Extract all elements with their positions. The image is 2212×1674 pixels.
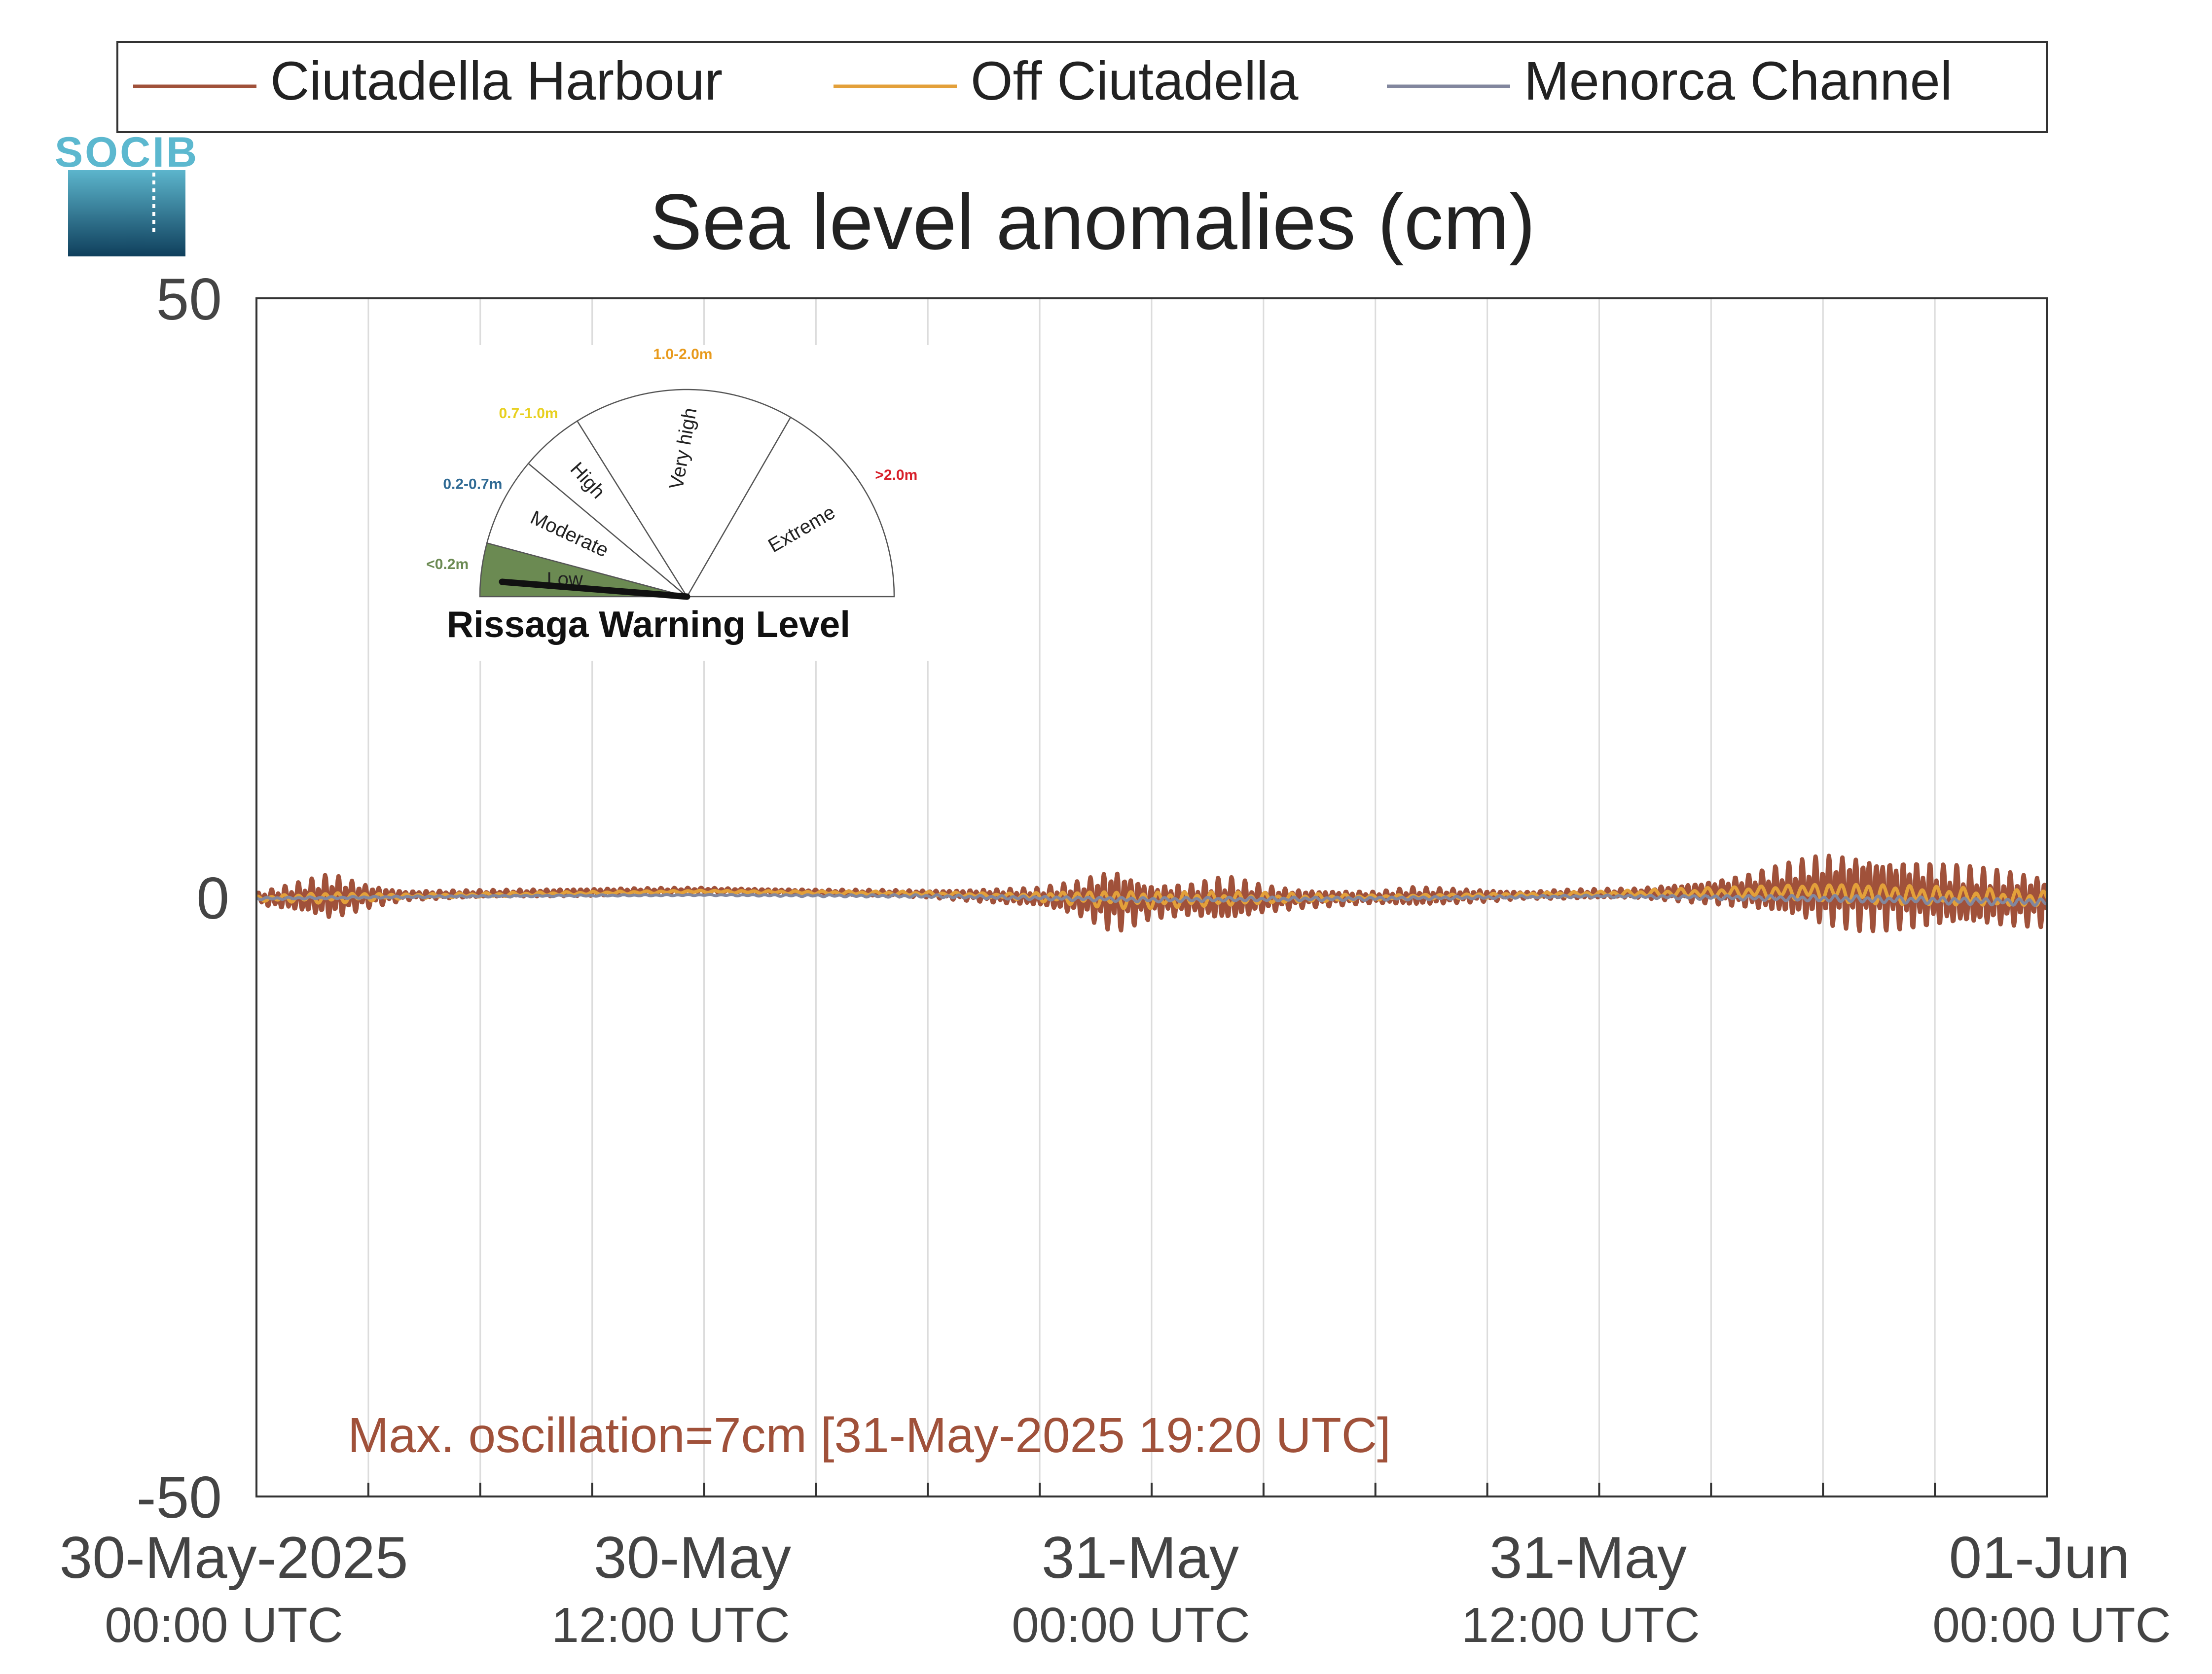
gauge-needle	[499, 578, 690, 600]
x-tick-time-3: 12:00 UTC	[1461, 1598, 1700, 1653]
gauge-title: Rissaga Warning Level	[447, 604, 850, 645]
series-line-menorca-channel	[256, 893, 2047, 907]
x-tick-date-3: 31-May	[1489, 1525, 1687, 1591]
gauge-range-labels: <0.2m 0.2-0.7m 0.7-1.0m 1.0-2.0m >2.0m	[426, 346, 917, 572]
gauge-sector-very-high	[576, 389, 792, 598]
gauge-sector-moderate	[486, 463, 688, 598]
max-oscillation-annotation: Max. oscillation=7cm [31-May-2025 19:20 …	[348, 1408, 1391, 1463]
y-tick-label-minus-50: -50	[137, 1464, 222, 1531]
y-tick-label-0: 0	[196, 865, 229, 931]
x-tick-time-1: 12:00 UTC	[551, 1598, 790, 1653]
gauge-range-label: 0.7-1.0m	[499, 405, 558, 422]
x-tick-date-4: 01-Jun	[1949, 1525, 2130, 1591]
legend-label-menorca-channel: Menorca Channel	[1524, 51, 1952, 111]
x-tick-date-1: 30-May	[594, 1525, 791, 1591]
x-tick-labels: 30-May-2025 00:00 UTC 30-May 12:00 UTC 3…	[59, 1525, 2171, 1653]
legend-frame	[116, 41, 2048, 133]
gauge-sector-extreme	[686, 416, 895, 598]
gauge-range-label: <0.2m	[426, 556, 469, 572]
gauge-range-label: >2.0m	[875, 467, 917, 483]
gauge-sectors	[479, 389, 895, 598]
x-tick-date-2: 31-May	[1042, 1525, 1239, 1591]
series-line-ciutadella-harbour	[256, 854, 2047, 933]
x-tick-time-2: 00:00 UTC	[1012, 1598, 1250, 1653]
legend-label-off-ciutadella: Off Ciutadella	[971, 51, 1299, 111]
x-tick-time-4: 00:00 UTC	[1932, 1598, 2171, 1653]
series-line-off-ciutadella	[256, 883, 2047, 910]
gauge-range-label: 1.0-2.0m	[653, 346, 712, 362]
chart-title: Sea level anomalies (cm)	[650, 178, 1535, 266]
data-series	[256, 854, 2047, 933]
socib-logo-text: SOCIB	[55, 129, 199, 176]
x-tick-time-0: 00:00 UTC	[105, 1598, 343, 1653]
y-tick-label-50: 50	[156, 266, 222, 332]
x-tick-marks	[255, 1483, 2048, 1496]
x-tick-date-0: 30-May-2025	[59, 1525, 408, 1591]
socib-logo-gradient	[68, 170, 185, 256]
socib-logo: SOCIB	[55, 129, 199, 256]
gauge-range-label: 0.2-0.7m	[443, 476, 502, 493]
legend-label-ciutadella-harbour: Ciutadella Harbour	[270, 51, 723, 111]
legend: Ciutadella Harbour Off Ciutadella Menorc…	[116, 41, 2048, 133]
